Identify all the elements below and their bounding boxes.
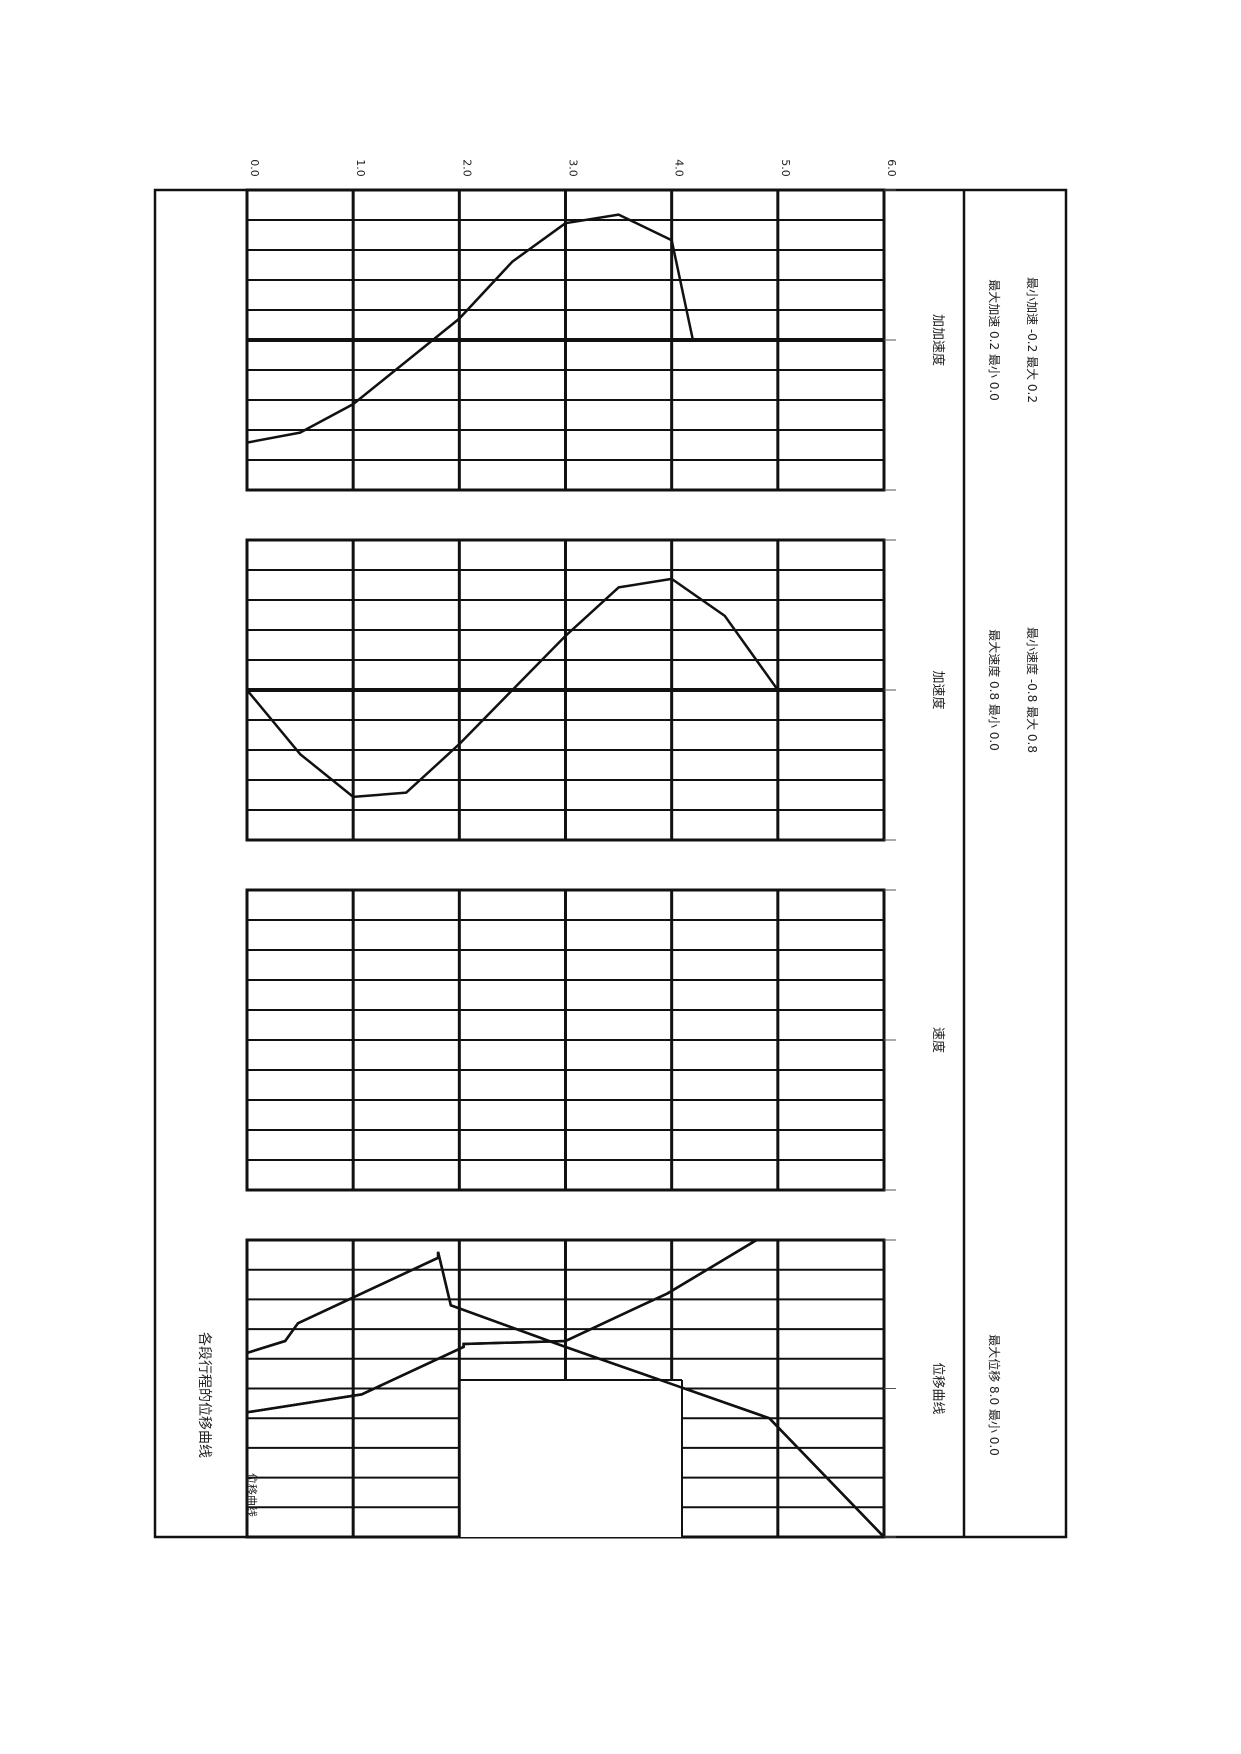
header-note: 各段行程的位移曲线 (196, 1332, 212, 1458)
panel-title: 加加速度 (930, 314, 946, 366)
panel-title: 加速度 (930, 670, 946, 709)
series-line (246, 577, 884, 799)
footer-info: 最小速度 -0.8 最大 0.8 (1025, 627, 1040, 753)
outer-border (153, 188, 1068, 1539)
displacement-overlay (460, 1380, 682, 1537)
series-line (246, 213, 884, 444)
x-tick-label: 5.0 (779, 159, 792, 177)
footer-info: 最大加速 0.2 最小 0.0 (987, 279, 1001, 401)
panel-title: 速度 (930, 1027, 946, 1053)
x-tick-label: 1.0 (354, 159, 367, 177)
chart-panel-3: 速度 (245, 888, 946, 1192)
footer-info: 最大位移 8.0 最小 0.0 (987, 1334, 1002, 1456)
x-tick-label: 0.0 (248, 159, 261, 177)
footer-info: 最小加速 -0.2 最大 0.2 (1025, 277, 1039, 403)
chart-panel-2: 加速度 (245, 538, 946, 842)
series-line (246, 1251, 885, 1538)
x-tick-label: 6.0 (885, 159, 898, 177)
outer-frame (153, 188, 1068, 1539)
chart-panel-1: 加加速度 (245, 188, 946, 492)
x-tick-label: 4.0 (673, 159, 686, 177)
x-tick-label: 2.0 (460, 159, 473, 177)
header-label: 位移曲线 (245, 1473, 259, 1517)
x-tick-label: 3.0 (567, 159, 580, 177)
panel-title: 位移曲线 (930, 1362, 945, 1414)
footer-info: 最大速度 0.8 最小 0.0 (987, 629, 1002, 751)
series-line (246, 1238, 758, 1414)
